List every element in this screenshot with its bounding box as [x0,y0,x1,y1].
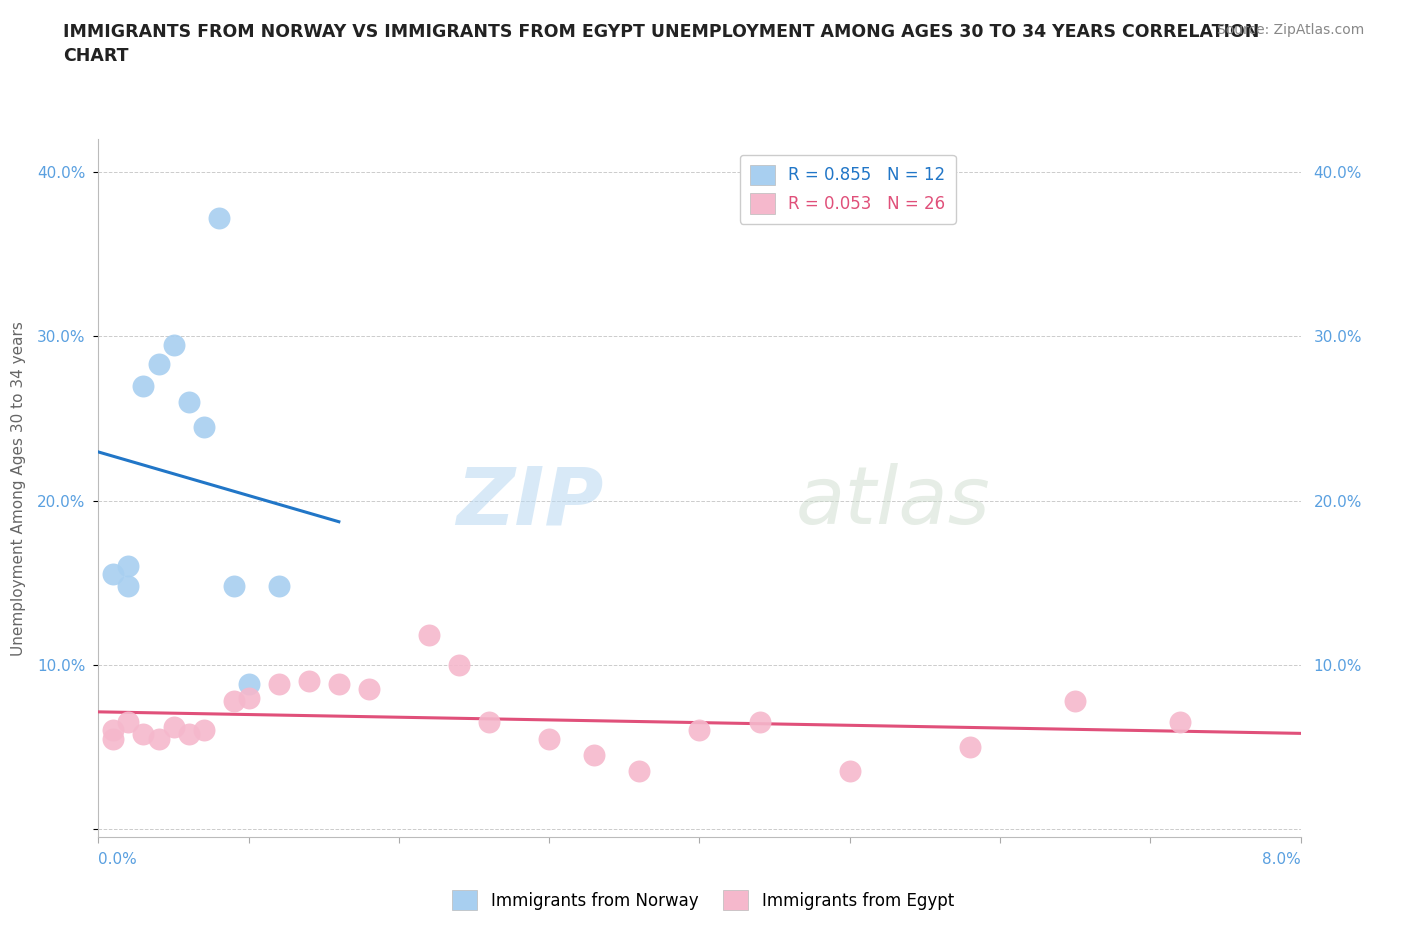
Point [748,714,770,729]
Point [103,723,125,737]
Point [117,714,139,729]
Point [103,567,125,582]
Point [177,726,200,741]
Point [148,357,170,372]
Y-axis label: Unemployment Among Ages 30 to 34 years: Unemployment Among Ages 30 to 34 years [11,321,25,656]
Point [583,748,606,763]
Point [298,673,321,688]
Legend: R = 0.855   N = 12, R = 0.053   N = 26: R = 0.855 N = 12, R = 0.053 N = 26 [740,154,956,224]
Text: 8.0%: 8.0% [1261,852,1301,868]
Legend: Immigrants from Norway, Immigrants from Egypt: Immigrants from Norway, Immigrants from … [446,884,960,917]
Point [193,419,215,434]
Point [357,682,380,697]
Point [267,578,290,593]
Point [117,559,139,574]
Point [538,731,561,746]
Text: IMMIGRANTS FROM NORWAY VS IMMIGRANTS FROM EGYPT UNEMPLOYMENT AMONG AGES 30 TO 34: IMMIGRANTS FROM NORWAY VS IMMIGRANTS FRO… [63,23,1260,65]
Text: 0.0%: 0.0% [98,852,138,868]
Point [838,764,860,778]
Point [1168,714,1191,729]
Point [447,658,470,672]
Point [148,731,170,746]
Point [162,720,184,735]
Point [328,677,350,692]
Point [193,723,215,737]
Point [238,677,260,692]
Point [1064,694,1087,709]
Point [478,714,501,729]
Point [267,677,290,692]
Point [177,394,200,409]
Point [418,628,440,643]
Text: ZIP: ZIP [456,463,603,541]
Text: Source: ZipAtlas.com: Source: ZipAtlas.com [1216,23,1364,37]
Point [222,694,245,709]
Point [222,578,245,593]
Point [689,723,711,737]
Point [132,379,155,393]
Point [238,690,260,705]
Point [959,739,981,754]
Point [103,731,125,746]
Point [117,578,139,593]
Point [628,764,651,778]
Point [132,726,155,741]
Text: atlas: atlas [796,463,990,541]
Point [162,338,184,352]
Point [208,211,231,226]
